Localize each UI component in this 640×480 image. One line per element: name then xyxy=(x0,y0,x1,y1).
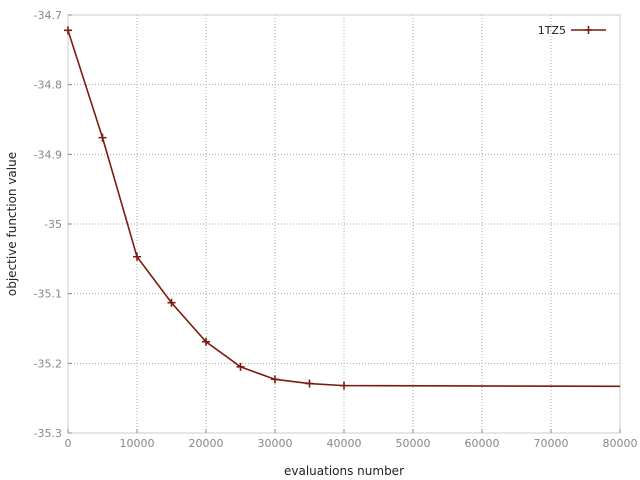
data-point-marker xyxy=(340,381,348,390)
legend-label: 1TZ5 xyxy=(538,24,566,37)
data-point-marker xyxy=(133,252,141,261)
series-1TZ5 xyxy=(64,26,621,390)
x-tick-label: 40000 xyxy=(327,437,362,450)
y-axis: -34.7 -34.8 -34.9 -35 -35.1 -35.2 -35.3 xyxy=(34,9,72,440)
legend: 1TZ5 xyxy=(538,24,606,37)
data-point-marker xyxy=(236,362,245,371)
x-tick-label: 60000 xyxy=(465,437,500,450)
y-tick-label: -35 xyxy=(44,218,62,231)
x-axis: 0 10000 20000 30000 40000 50000 60000 70000 8000… xyxy=(65,429,638,450)
legend-marker-swatch xyxy=(584,26,593,34)
x-tick-label: 10000 xyxy=(120,437,155,450)
data-point-marker xyxy=(202,337,210,346)
data-point-marker xyxy=(64,26,72,35)
y-tick-label: -34.8 xyxy=(34,79,62,92)
x-axis-label: evaluations number xyxy=(284,464,404,478)
x-tick-label: 30000 xyxy=(258,437,293,450)
data-point-marker xyxy=(305,379,314,388)
x-tick-label: 50000 xyxy=(396,437,431,450)
data-point-marker xyxy=(271,375,279,384)
y-tick-label: -34.7 xyxy=(34,9,62,22)
y-tick-label: -35.2 xyxy=(34,357,62,370)
y-tick-label: -34.9 xyxy=(34,148,62,161)
y-tick-label: -35.3 xyxy=(34,427,62,440)
x-tick-label: 80000 xyxy=(603,437,638,450)
y-axis-label: objective function value xyxy=(5,152,19,296)
data-point-marker xyxy=(98,133,107,142)
series-line xyxy=(67,30,621,388)
x-tick-label: 0 xyxy=(65,437,72,450)
x-tick-label: 20000 xyxy=(189,437,224,450)
x-tick-label: 70000 xyxy=(534,437,569,450)
data-point-marker xyxy=(167,298,176,307)
grid xyxy=(67,14,621,434)
y-tick-label: -35.1 xyxy=(34,288,62,301)
series-layer xyxy=(64,26,621,390)
